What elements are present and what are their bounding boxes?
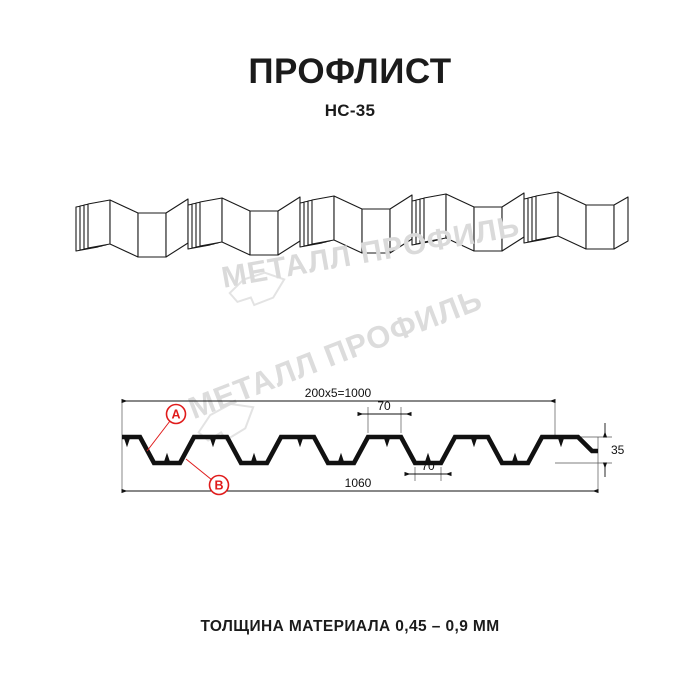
profile-cross-section: 200x5=1000 1060 70 70 — [100, 385, 625, 510]
page-title: ПРОФЛИСТ — [248, 52, 452, 91]
footer: ТОЛЩИНА МАТЕРИАЛА 0,45 – 0,9 ММ — [0, 618, 700, 636]
profile-perspective-view — [68, 185, 638, 305]
marker-b[interactable]: B — [185, 458, 230, 496]
product-code: НС-35 — [324, 101, 376, 120]
profile-section-path — [122, 434, 598, 466]
title-block: ПРОФЛИСТ НС-35 — [0, 52, 700, 121]
dim-bottom-valley: 70 — [404, 459, 452, 481]
dim-label-overall-width: 1060 — [345, 476, 372, 490]
dim-profile-height: 35 — [602, 423, 625, 477]
material-thickness-text: ТОЛЩИНА МАТЕРИАЛА 0,45 – 0,9 ММ — [200, 618, 500, 635]
marker-b-label: B — [214, 479, 223, 493]
marker-a-label: A — [171, 408, 180, 422]
dim-label-top-flange: 70 — [377, 399, 391, 413]
cross-section-svg: 200x5=1000 1060 70 70 — [121, 386, 625, 496]
dim-label-profile-height: 35 — [611, 443, 625, 457]
dim-label-bottom-valley: 70 — [421, 459, 435, 473]
dim-label-working-width: 200x5=1000 — [305, 386, 372, 400]
marker-a[interactable]: A — [146, 403, 187, 452]
perspective-svg — [75, 191, 629, 258]
dim-top-flange: 70 — [357, 399, 412, 433]
